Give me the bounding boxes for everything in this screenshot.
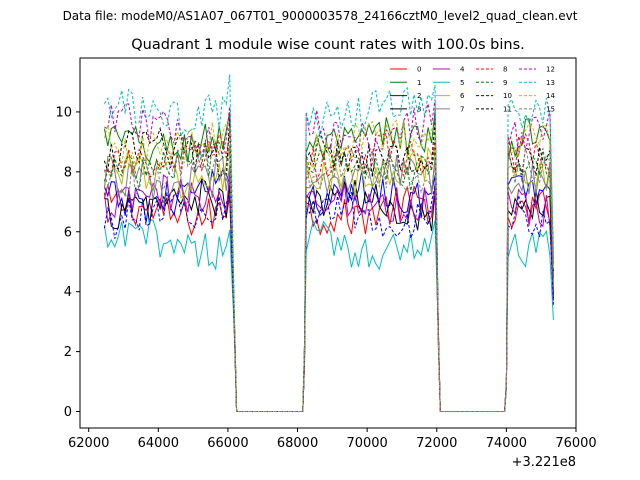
legend-label-3: 3 [417,105,421,113]
y-tick-label: 4 [64,285,72,300]
y-tick-label: 10 [55,105,72,120]
legend-label-11: 11 [503,105,512,113]
series-line-15 [103,145,554,412]
legend-label-2: 2 [417,92,421,100]
legend-label-14: 14 [546,92,555,100]
legend-label-13: 13 [546,79,555,87]
legend-label-1: 1 [417,79,421,87]
y-tick-label: 6 [64,225,72,240]
x-tick-label: 70000 [346,436,387,451]
legend-label-6: 6 [460,92,465,100]
x-axis: 62000 64000 66000 68000 70000 72000 74000 76000 [68,428,597,451]
legend-label-7: 7 [460,105,464,113]
chart-title: Quadrant 1 module wise count rates with … [131,37,525,53]
legend-label-5: 5 [460,79,464,87]
legend-label-0: 0 [417,66,421,74]
chart-suptitle: Data file: modeM0/AS1A07_067T01_90000035… [63,9,578,23]
y-axis: 0 2 4 6 8 10 [55,105,80,420]
y-tick-label: 2 [64,345,72,360]
legend-label-8: 8 [503,66,507,74]
legend-label-10: 10 [503,92,512,100]
x-offset-label: +3.221e8 [512,455,576,470]
x-tick-label: 68000 [277,436,318,451]
y-tick-label: 8 [64,165,72,180]
legend-label-12: 12 [546,66,555,74]
plot-lines [103,74,554,412]
x-tick-label: 76000 [555,436,596,451]
x-tick-label: 62000 [68,436,109,451]
x-tick-label: 72000 [416,436,457,451]
legend-label-15: 15 [546,105,555,113]
legend-label-9: 9 [503,79,507,87]
y-tick-label: 0 [64,405,72,420]
legend-label-4: 4 [460,66,465,74]
x-tick-label: 64000 [138,436,179,451]
plot-frame [79,57,577,429]
x-tick-label: 66000 [207,436,248,451]
series-line-12 [104,99,554,412]
x-tick-label: 74000 [486,436,527,451]
